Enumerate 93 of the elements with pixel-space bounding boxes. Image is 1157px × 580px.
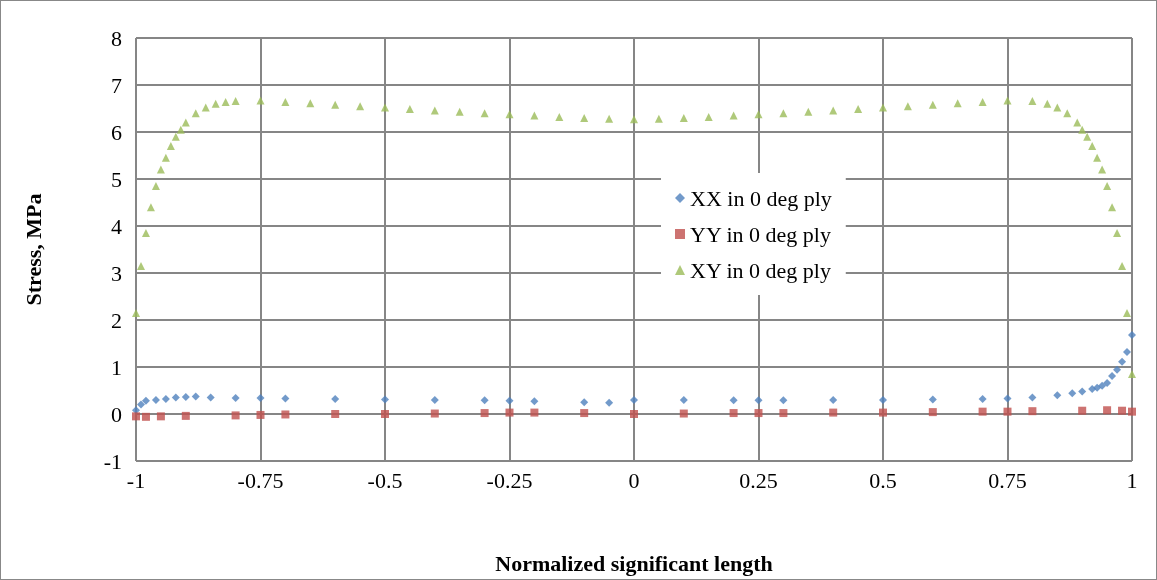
point xyxy=(141,396,150,405)
point xyxy=(1078,406,1087,415)
point xyxy=(181,393,190,402)
point xyxy=(928,408,937,417)
point xyxy=(679,395,688,404)
point xyxy=(171,393,180,402)
point xyxy=(879,395,887,404)
point xyxy=(151,395,160,404)
point xyxy=(1103,406,1112,415)
point xyxy=(1103,378,1112,387)
point xyxy=(630,410,638,418)
point xyxy=(729,409,738,418)
point xyxy=(132,412,140,421)
x-tick-label: -0.75 xyxy=(237,467,284,493)
point xyxy=(505,396,514,405)
y-tick-label: 4 xyxy=(111,213,122,239)
y-tick-label: 8 xyxy=(111,25,122,51)
point xyxy=(754,396,763,405)
point xyxy=(530,408,539,417)
point xyxy=(605,398,614,407)
legend-label: XX in 0 deg ply xyxy=(690,185,832,211)
x-tick-label: -0.25 xyxy=(486,467,533,493)
y-tick-label: 3 xyxy=(111,260,122,286)
point xyxy=(630,395,638,404)
point xyxy=(1003,394,1012,403)
point xyxy=(729,396,738,405)
point xyxy=(1078,387,1087,396)
point xyxy=(181,411,190,420)
y-tick-label: 6 xyxy=(111,119,122,145)
point xyxy=(191,392,200,401)
point xyxy=(978,407,987,416)
legend-label: YY in 0 deg ply xyxy=(690,221,831,247)
point xyxy=(480,396,489,405)
point xyxy=(580,409,589,418)
point xyxy=(480,409,489,418)
point xyxy=(879,408,887,417)
point xyxy=(141,412,150,421)
point xyxy=(430,395,439,404)
x-tick-label: 0 xyxy=(628,467,640,493)
point xyxy=(1123,347,1132,356)
point xyxy=(1128,331,1136,340)
point xyxy=(1068,389,1077,398)
point xyxy=(161,394,170,403)
point xyxy=(779,396,788,405)
x-axis-title: Normalized significant length xyxy=(495,550,773,576)
point xyxy=(1113,365,1122,374)
point xyxy=(1053,391,1062,400)
point xyxy=(1128,407,1136,416)
point xyxy=(505,408,514,417)
point xyxy=(829,408,838,417)
point xyxy=(1118,357,1127,366)
y-tick-label: -1 xyxy=(103,448,122,474)
point xyxy=(281,410,290,419)
point xyxy=(1003,407,1012,416)
point xyxy=(580,398,589,407)
point xyxy=(1118,406,1127,415)
y-axis-title: Stress, MPa xyxy=(20,193,46,306)
point xyxy=(156,412,165,421)
point xyxy=(530,397,539,406)
x-tick-label: 0.5 xyxy=(869,467,897,493)
point xyxy=(679,409,688,418)
point xyxy=(430,409,439,418)
point xyxy=(754,409,763,418)
legend-label: XY in 0 deg ply xyxy=(690,257,831,283)
point xyxy=(206,393,215,402)
point xyxy=(136,400,145,409)
y-tick-label: 5 xyxy=(111,166,122,192)
x-tick-label: 1 xyxy=(1126,467,1138,493)
y-tick-label: 1 xyxy=(111,354,122,380)
y-tick-label: 2 xyxy=(111,307,122,333)
point xyxy=(231,394,240,403)
x-tick-label: 0.25 xyxy=(739,467,778,493)
point xyxy=(381,395,389,404)
point xyxy=(1028,407,1037,416)
point xyxy=(331,410,340,418)
point xyxy=(331,394,340,403)
point xyxy=(1098,381,1107,390)
point xyxy=(1108,371,1117,380)
point xyxy=(978,394,987,403)
point xyxy=(779,409,788,418)
point xyxy=(928,395,937,404)
point xyxy=(281,394,290,403)
x-tick-label: -0.5 xyxy=(367,467,403,493)
point xyxy=(829,395,838,404)
point xyxy=(1093,383,1102,392)
x-tick-label: 0.75 xyxy=(988,467,1027,493)
y-tick-label: 7 xyxy=(111,72,122,98)
point xyxy=(381,410,389,418)
point xyxy=(256,410,265,419)
point xyxy=(1028,393,1037,402)
point xyxy=(231,411,240,420)
point xyxy=(256,394,265,403)
y-tick-label: 0 xyxy=(111,401,122,427)
